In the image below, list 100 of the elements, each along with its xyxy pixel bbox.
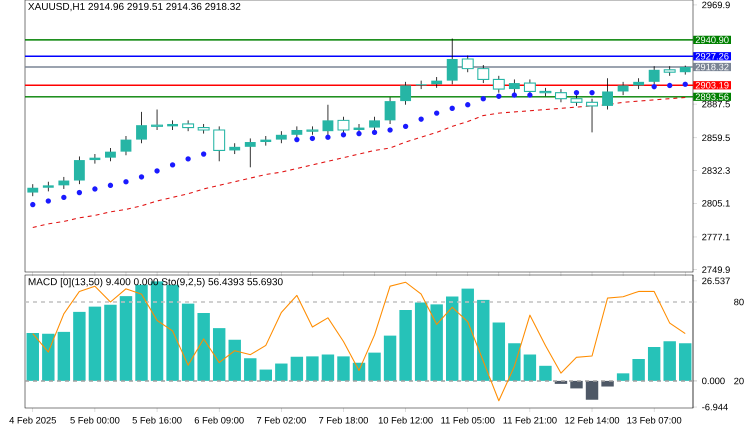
bar [446, 296, 458, 381]
candlestick [58, 176, 70, 190]
candlestick [680, 65, 691, 76]
x-tick-label: 13 Feb 07:00 [627, 416, 682, 424]
point [200, 151, 206, 157]
point [108, 182, 114, 188]
point [154, 168, 160, 174]
point [294, 136, 300, 142]
point [123, 179, 129, 184]
point [512, 92, 518, 98]
y-tick-label: 0.000 [702, 378, 725, 384]
x-tick-label: 12 Feb 14:00 [565, 416, 620, 424]
bar [384, 336, 396, 381]
candlestick [89, 154, 100, 164]
bar [260, 370, 272, 381]
bar [73, 312, 86, 381]
point [589, 90, 595, 96]
bar [368, 352, 381, 381]
bar [182, 304, 194, 381]
candlestick [260, 136, 272, 146]
point [310, 136, 316, 142]
bar [42, 334, 55, 381]
bar [508, 343, 521, 381]
candlestick [120, 136, 132, 156]
bar [570, 380, 583, 388]
candlestick [462, 54, 474, 73]
point [340, 132, 346, 138]
bar [135, 284, 148, 381]
candlestick [633, 78, 644, 90]
point [138, 174, 144, 180]
ref-line-label: 2927.26 [696, 52, 729, 60]
candlestick [384, 97, 396, 124]
x-tick-label: 5 Feb 00:00 [70, 416, 120, 424]
bar [104, 304, 117, 381]
candlestick [618, 81, 629, 96]
candlestick [554, 88, 567, 103]
point [356, 130, 362, 136]
point [465, 102, 470, 108]
candlestick [306, 126, 318, 136]
ref-line-label: 2903.19 [696, 82, 729, 89]
bar [322, 354, 334, 381]
bar [663, 341, 676, 381]
point [372, 130, 378, 136]
point [434, 110, 440, 116]
bar [306, 356, 319, 381]
point [30, 202, 36, 208]
bar [648, 346, 660, 381]
candlestick [136, 112, 147, 144]
bar [88, 306, 102, 381]
candlestick [446, 38, 458, 85]
x-tick-label: 5 Feb 16:00 [132, 416, 182, 424]
ref-line-label: 2893.56 [696, 94, 729, 100]
x-tick-label: 10 Feb 12:00 [378, 416, 433, 424]
candlestick [74, 156, 85, 185]
y-tick-label: 2859.5 [702, 134, 730, 142]
bar [477, 300, 490, 381]
candlestick [492, 75, 505, 94]
x-tick-label: 7 Feb 02:00 [256, 416, 306, 424]
candlestick [244, 138, 256, 168]
point [61, 194, 67, 200]
candlestick [42, 181, 54, 192]
bar [492, 322, 506, 381]
candlestick [229, 142, 240, 154]
candlestick [602, 78, 613, 110]
bar [554, 380, 568, 384]
point [325, 134, 331, 140]
bar [337, 356, 350, 381]
candlestick [213, 126, 226, 162]
bar [616, 373, 630, 381]
point [46, 198, 51, 204]
bar [430, 304, 443, 381]
bar [586, 380, 598, 400]
point [527, 92, 533, 98]
bar [462, 288, 474, 381]
y-tick-label: 2777.1 [702, 234, 730, 240]
bar [120, 296, 132, 381]
bar [228, 340, 241, 381]
bar [58, 332, 70, 381]
candlestick [586, 98, 598, 133]
candlestick [431, 76, 442, 88]
bar [399, 310, 412, 381]
ref-line-label: 2940.90 [696, 36, 729, 44]
point [450, 106, 455, 111]
chart-title: XAUUSD,H1 2914.96 2919.51 2914.36 2918.32 [28, 2, 240, 12]
bar [244, 358, 256, 381]
bar [524, 354, 536, 381]
point [76, 190, 82, 196]
candlestick [539, 87, 552, 97]
point [667, 82, 672, 88]
point [651, 84, 657, 90]
candlestick [400, 81, 412, 106]
y-tick-label: -6.944 [702, 404, 728, 410]
point [402, 124, 408, 130]
point [185, 156, 191, 162]
point [170, 162, 176, 168]
candlestick [198, 124, 210, 134]
candlestick [105, 148, 116, 162]
point [682, 82, 688, 87]
x-tick-label: 4 Feb 2025 [9, 416, 56, 424]
candlestick [477, 64, 490, 84]
